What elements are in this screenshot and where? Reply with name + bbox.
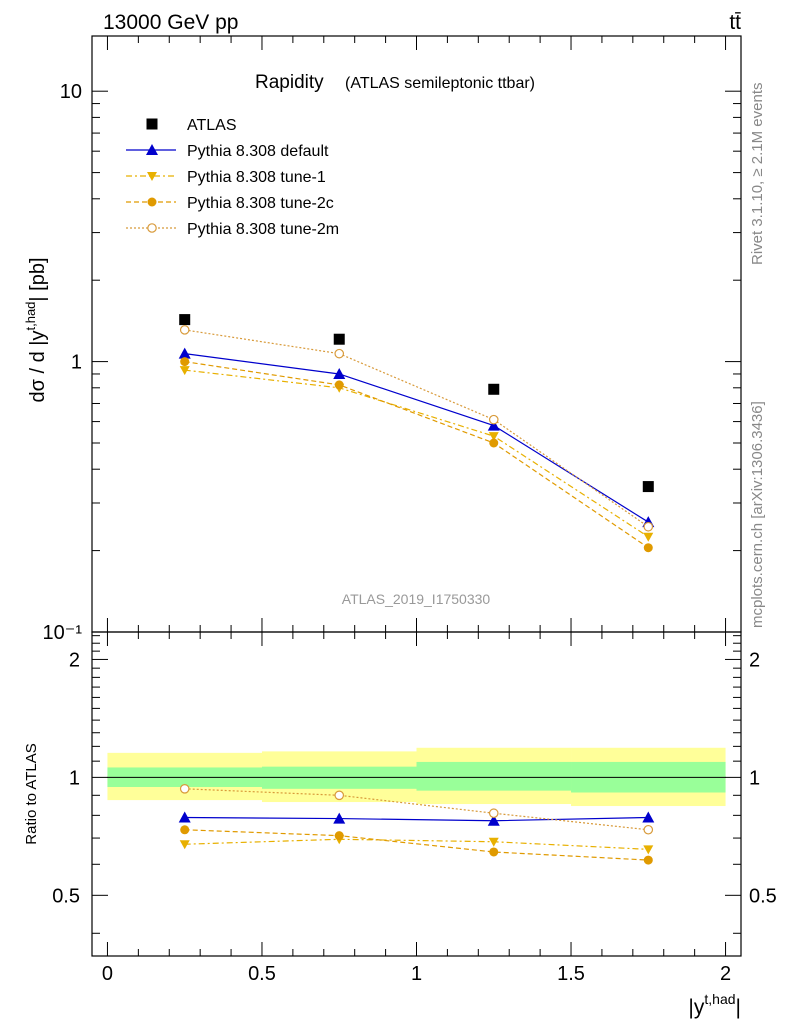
x-tick-label: 0 [102, 963, 113, 985]
legend-label-tune2m: Pythia 8.308 tune-2m [187, 221, 339, 238]
main-axis-ticks: 10⁻¹ 1 10 [43, 36, 741, 956]
legend-marker-default [146, 144, 158, 155]
analysis-id: ATLAS_2019_I1750330 [342, 591, 491, 607]
data-point-tune2c [489, 438, 499, 448]
data-point-tune1 [488, 432, 499, 442]
data-point-atlas [642, 481, 654, 493]
ratio-tick-label-left: 0.5 [52, 885, 80, 907]
ratio-panel: 0.5 0.5 1 1 2 2 0 0.5 1 1.5 2 [52, 631, 777, 985]
ratio-tick-label-left: 2 [69, 649, 80, 671]
data-point-tune2m [488, 414, 499, 425]
legend-marker-atlas [146, 118, 158, 130]
ratio-tick-label-right: 0.5 [749, 885, 777, 907]
ratio-point-default [178, 811, 191, 823]
data-point-default [487, 419, 500, 431]
x-tick-label: 1.5 [557, 963, 585, 985]
ratio-point-tune2m [488, 808, 499, 819]
legend: ATLAS Pythia 8.308 default Pythia 8.308 tu… [126, 117, 339, 238]
data-point-tune2m [179, 325, 190, 335]
ratio-point-tune2c [334, 831, 344, 841]
ratio-tick-label-left: 1 [69, 767, 80, 789]
data-point-default [178, 347, 191, 359]
series-line-tune2c [184, 361, 649, 549]
ratio-y-label: Ratio to ATLAS [23, 743, 40, 844]
series-line-tune1 [184, 369, 649, 538]
data-point-tune2c [180, 357, 190, 367]
data-point-tune2m [334, 348, 345, 359]
data-point-tune2c [643, 543, 653, 553]
series-line-default [184, 353, 649, 523]
energy-label: 13000 GeV pp [103, 11, 238, 34]
mcplots-label: mcplots.cern.ch [arXiv:1306.3436] [749, 401, 766, 628]
data-point-default [333, 367, 346, 379]
ratio-tick-label-right: 2 [749, 649, 760, 671]
ratio-point-tune2c [489, 847, 499, 857]
ratio-point-tune1 [643, 845, 654, 855]
ratio-line-tune2m [184, 788, 649, 831]
chart-title-sub: (ATLAS semileptonic ttbar) [345, 75, 535, 92]
main-plot-area [178, 314, 655, 553]
x-tick-label: 1 [411, 963, 422, 985]
data-point-atlas [179, 314, 191, 326]
ratio-point-tune2c [643, 855, 653, 865]
data-point-atlas [333, 333, 345, 345]
rivet-label: Rivet 3.1.10, ≥ 2.1M events [749, 83, 766, 266]
ratio-point-tune2m [179, 784, 190, 794]
ratio-point-tune1 [488, 837, 499, 847]
ratio-point-tune2m [334, 790, 345, 801]
y-tick-label: 10⁻¹ [43, 622, 83, 644]
ratio-tick-label-right: 1 [749, 767, 760, 789]
ratio-line-tune2c [184, 829, 649, 861]
data-point-tune2c [334, 380, 344, 390]
legend-marker-tune2m [147, 223, 157, 233]
x-axis-label: |yt,had| [688, 991, 741, 1019]
ratio-line-default [184, 816, 649, 822]
legend-marker-tune1 [147, 172, 157, 181]
ratio-point-default [642, 811, 655, 823]
x-tick-label: 2 [720, 963, 731, 985]
ratio-point-tune2m [643, 824, 654, 835]
main-panel: 10⁻¹ 1 10 Rapidity (ATLAS semileptonic ttb… [43, 35, 742, 956]
legend-label-tune2c: Pythia 8.308 tune-2c [187, 195, 334, 212]
svg-text:dσ / d |yt,had| [pb]: dσ / d |yt,had| [pb] [23, 257, 49, 402]
svg-text:|yt,had|: |yt,had| [688, 991, 741, 1019]
ratio-frame [91, 631, 742, 957]
data-point-tune2m [643, 521, 654, 532]
ratio-point-default [333, 812, 346, 824]
x-tick-label: 0.5 [248, 963, 276, 985]
y-tick-label: 10 [60, 81, 82, 103]
ratio-point-default [487, 814, 500, 826]
ratio-point-tune1 [179, 840, 190, 850]
legend-label-tune1: Pythia 8.308 tune-1 [187, 169, 326, 186]
data-point-tune1 [179, 366, 190, 376]
ratio-point-tune2c [180, 825, 190, 835]
chart-title-main: Rapidity [255, 72, 324, 93]
data-point-tune1 [643, 532, 654, 542]
series-line-tune2m [184, 329, 649, 528]
legend-marker-tune2c [147, 197, 157, 207]
y-axis-label: dσ / d |yt,had| [pb] [23, 257, 49, 402]
uncertainty-band-inner [416, 761, 572, 791]
data-point-atlas [488, 383, 500, 395]
ratio-axis-ticks: 0.5 0.5 1 1 2 2 0 0.5 1 1.5 2 [52, 635, 777, 985]
ratio-plot-area [107, 747, 726, 865]
legend-label-atlas: ATLAS [187, 117, 237, 134]
process-label: tt̄ [729, 11, 741, 34]
legend-label-default: Pythia 8.308 default [187, 143, 329, 160]
y-tick-label: 1 [71, 352, 82, 374]
